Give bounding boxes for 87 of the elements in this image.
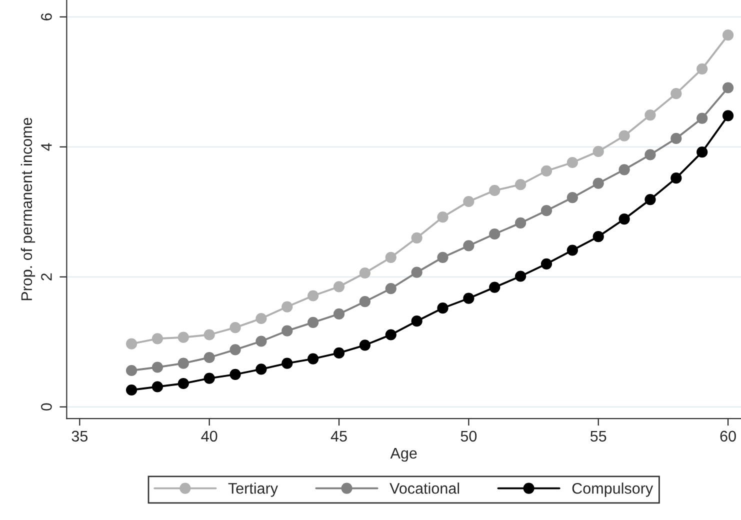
point: [566, 244, 578, 256]
x-tick-label: 45: [330, 430, 347, 442]
point: [618, 164, 630, 176]
point: [385, 329, 396, 340]
point: [514, 217, 526, 229]
point: [437, 252, 448, 263]
point: [514, 179, 526, 190]
legend-label: Vocational: [390, 482, 460, 494]
y-tick-label: 2: [41, 273, 52, 280]
legend-label: Tertiary: [228, 482, 278, 497]
point: [230, 344, 241, 356]
point: [489, 228, 500, 240]
point: [282, 325, 293, 336]
point: [178, 358, 189, 369]
point: [670, 88, 682, 100]
x-tick-label: 60: [720, 430, 736, 442]
point: [722, 30, 734, 41]
point: [204, 352, 215, 364]
point: [230, 322, 241, 334]
point: [152, 362, 164, 373]
point: [566, 156, 578, 168]
point: [592, 231, 604, 242]
point: [126, 338, 138, 350]
point: [696, 146, 708, 158]
y-tick-label: 6: [41, 13, 52, 20]
point: [204, 329, 215, 340]
y-tick-label: 0: [41, 403, 52, 411]
x-axis-title: Age: [390, 448, 417, 462]
point: [670, 172, 682, 184]
point: [592, 178, 604, 189]
point: [282, 358, 293, 369]
point: [644, 149, 656, 160]
point: [411, 232, 422, 244]
point: [204, 372, 215, 384]
point: [566, 192, 578, 204]
point: [540, 205, 552, 216]
point: [333, 308, 345, 320]
point: [540, 165, 552, 177]
point: [463, 292, 474, 304]
point: [308, 353, 319, 364]
point: [333, 281, 345, 292]
point: [152, 333, 164, 344]
point: [126, 384, 138, 396]
x-tick-label: 50: [460, 430, 477, 442]
point: [411, 266, 422, 278]
point: [463, 240, 474, 252]
point: [411, 316, 422, 327]
point: [308, 316, 319, 328]
point: [359, 340, 370, 351]
x-tick-label: 35: [72, 430, 88, 442]
y-axis-title: Prop. of permanent income: [20, 118, 36, 300]
legend-label: Compulsory: [572, 482, 654, 497]
point: [618, 130, 630, 142]
point: [282, 301, 293, 312]
point: [592, 146, 604, 158]
point: [359, 296, 370, 308]
point: [437, 212, 448, 223]
y-tick-label: 4: [41, 143, 52, 151]
point: [670, 132, 682, 144]
point: [540, 258, 552, 270]
point: [618, 213, 630, 225]
point: [385, 252, 396, 263]
point: [178, 378, 189, 390]
point: [696, 112, 708, 124]
point: [722, 110, 734, 122]
point: [359, 267, 370, 279]
x-tick-label: 40: [201, 430, 218, 442]
point: [385, 283, 396, 294]
point: [463, 196, 474, 208]
point: [489, 184, 500, 196]
point: [152, 381, 164, 392]
point: [333, 347, 345, 359]
point: [722, 82, 734, 94]
point: [256, 336, 267, 347]
point: [256, 312, 267, 324]
point: [308, 290, 319, 302]
point: [178, 332, 189, 343]
point: [256, 364, 267, 375]
point: [230, 368, 241, 380]
point: [437, 302, 448, 314]
point: [514, 270, 526, 282]
point: [126, 364, 138, 376]
point: [644, 194, 656, 206]
point: [644, 109, 656, 121]
x-tick-label: 55: [590, 430, 606, 442]
point: [489, 282, 500, 293]
point: [696, 63, 708, 74]
